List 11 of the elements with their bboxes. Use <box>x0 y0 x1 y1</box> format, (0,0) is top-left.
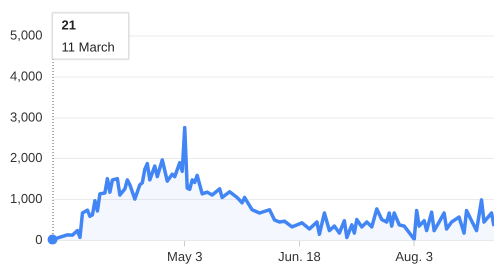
x-tick-label: Jun. 18 <box>278 248 321 264</box>
y-tick-label: 2,000 <box>10 150 43 166</box>
y-tick-label: 5,000 <box>10 28 43 43</box>
x-tick-label: Aug. 3 <box>395 248 433 264</box>
annotation: 11 March <box>62 40 115 55</box>
y-tick-label: 0 <box>35 232 43 247</box>
y-tick-label: 3,000 <box>10 109 43 124</box>
text: 21 <box>62 18 76 33</box>
y-tick-label: 1,000 <box>10 191 43 206</box>
y-tick-label: 4,000 <box>10 68 43 84</box>
x-tick-label: May 3 <box>167 248 202 264</box>
